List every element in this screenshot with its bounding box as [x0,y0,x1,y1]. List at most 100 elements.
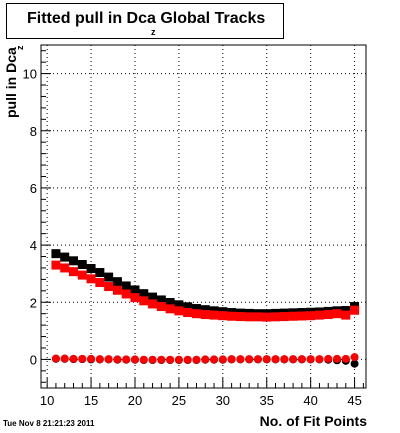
data-markers [51,249,360,368]
data-point-circle [271,355,280,364]
y-tick-label: 8 [30,124,37,139]
data-point-square [183,302,193,312]
data-point-circle [315,355,324,364]
data-point-circle [130,355,139,364]
data-point-square [244,312,254,322]
data-point-square [112,277,122,287]
data-point-square [95,278,105,288]
data-point-square [271,312,281,322]
data-point-circle [236,355,245,364]
chart-title: Fitted pull in Dca Global Tracks [27,10,266,27]
data-point-square [323,310,333,320]
data-point-square [165,304,175,314]
data-point-square [121,281,131,291]
data-point-square [200,310,210,320]
data-point-circle [122,355,131,364]
data-point-square [77,270,87,280]
data-point-square [139,296,149,306]
x-tick-label: 35 [260,393,274,408]
axis-ticks [41,50,364,388]
data-point-circle [333,354,342,363]
data-point-square [95,268,105,278]
title-box: Fitted pull in Dca Global Tracks z [6,3,284,39]
data-point-square [156,302,166,312]
data-point-circle [104,355,113,364]
data-point-circle [60,354,69,363]
data-point-circle [183,355,192,364]
data-point-square [77,260,87,270]
data-point-square [209,310,219,320]
y-axis-label-text: pull in Dca [3,47,19,118]
x-tick-label: 20 [128,393,142,408]
data-point-square [104,272,114,282]
data-point-square [183,308,193,318]
data-point-square [227,311,237,321]
data-point-square [174,300,184,310]
data-point-circle [324,354,333,363]
y-tick-label: 4 [30,238,37,253]
data-point-circle [166,355,175,364]
data-point-square [51,249,61,259]
x-tick-label: 10 [40,393,54,408]
data-point-circle [139,355,148,364]
timestamp: Tue Nov 8 21:21:23 2011 [3,419,95,428]
data-point-circle [218,355,227,364]
x-axis-label: No. of Fit Points [259,413,367,429]
x-tick-label: 40 [303,393,317,408]
data-point-circle [113,355,122,364]
data-point-circle [148,355,157,364]
data-point-square [288,311,298,321]
data-point-square [218,311,228,321]
data-point-square [148,292,158,302]
data-point-circle [280,355,289,364]
data-point-circle [341,354,350,363]
data-point-square [86,264,96,274]
data-point-circle [306,355,315,364]
data-point-square [51,260,61,270]
x-tick-label: 45 [347,393,361,408]
y-tick-label: 6 [30,181,37,196]
data-point-square [262,312,272,322]
data-point-square [191,304,201,314]
data-point-square [69,256,78,266]
data-point-square [191,309,201,319]
data-point-square [60,252,70,262]
data-point-square [112,285,122,295]
data-point-square [139,289,149,299]
data-point-square [69,267,78,277]
data-point-square [306,311,316,321]
data-point-square [60,263,70,273]
y-axis-label: pull in Dca z [1,40,25,120]
data-point-square [148,299,158,309]
data-point-square [174,306,184,316]
y-tick-label: 0 [30,352,37,367]
data-point-circle [350,359,359,368]
data-point-circle [174,355,183,364]
x-tick-label: 15 [84,393,98,408]
data-point-square [314,310,324,320]
data-point-circle [245,355,254,364]
data-point-circle [51,354,60,363]
data-point-square [130,285,140,295]
data-point-circle [157,355,166,364]
data-point-circle [69,354,78,363]
y-tick-label: 10 [23,67,37,82]
y-axis-label-subscript: z [15,45,25,51]
data-point-square [279,312,289,322]
data-point-square [341,310,351,320]
data-point-square [86,274,96,284]
data-point-square [121,289,131,299]
data-point-square [253,312,263,322]
data-point-circle [210,355,219,364]
data-point-square [350,305,360,315]
data-point-square [104,282,114,292]
data-point-circle [95,355,104,364]
y-tick-label: 2 [30,295,37,310]
x-tick-label: 25 [172,393,186,408]
data-point-circle [78,354,87,363]
data-point-square [341,306,351,316]
data-point-square [200,305,210,315]
data-point-square [235,312,245,322]
data-point-circle [227,355,236,364]
